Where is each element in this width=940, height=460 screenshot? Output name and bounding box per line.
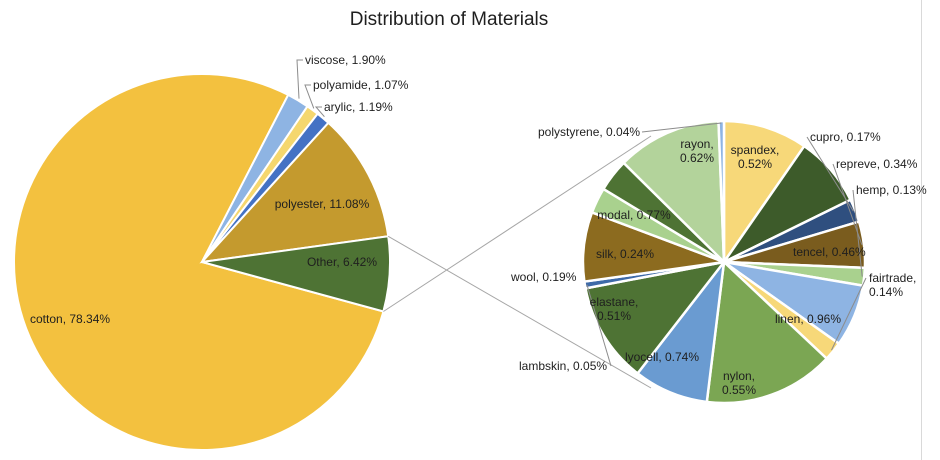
leader-line-hemp xyxy=(852,189,863,277)
other-slice-modal xyxy=(621,119,726,266)
data-label-nylon: nylon, 0.55% xyxy=(722,369,756,397)
data-label-other: Other, 6.42% xyxy=(307,255,377,269)
data-label-fairtrade: fairtrade, 0.14% xyxy=(869,271,916,299)
other-slice-lyocell xyxy=(584,260,728,376)
data-label-wool: wool, 0.19% xyxy=(510,270,577,284)
data-label-lambskin: lambskin, 0.05% xyxy=(519,359,607,373)
connector-line-top xyxy=(383,135,652,312)
main-slice-cotton xyxy=(13,73,385,451)
data-label-cotton: cotton, 78.34% xyxy=(30,312,110,326)
leader-line-fairtrade xyxy=(831,277,867,351)
leader-line-arylic xyxy=(314,106,325,118)
other-slice-rayon xyxy=(722,119,807,266)
connector-line-bottom xyxy=(387,235,652,389)
window-edge-divider xyxy=(921,0,922,460)
data-label-arylic: arylic, 1.19% xyxy=(324,100,393,114)
data-label-viscose: viscose, 1.90% xyxy=(305,53,386,67)
data-label-rayon: rayon, 0.62% xyxy=(680,137,714,165)
data-label-polyamide: polyamide, 1.07% xyxy=(313,78,409,92)
data-label-elastane: elastane, 0.51% xyxy=(590,295,639,323)
data-label-cupro: cupro, 0.17% xyxy=(810,130,881,144)
data-label-polyester: polyester, 11.08% xyxy=(275,197,370,211)
main-slice-polyester xyxy=(199,121,390,264)
chart-title: Distribution of Materials xyxy=(349,9,549,30)
other-slice-linen xyxy=(705,259,829,405)
data-label-modal: modal, 0.77% xyxy=(597,208,671,222)
leader-line-viscose xyxy=(296,59,303,99)
leader-line-lambskin xyxy=(586,284,612,367)
data-label-spandex: spandex, 0.52% xyxy=(731,143,780,171)
data-label-lyocell: lyocell, 0.74% xyxy=(625,350,699,364)
data-label-hemp: hemp, 0.13% xyxy=(856,183,927,197)
leader-line-polyamide xyxy=(304,84,315,109)
data-label-tencel: tencel, 0.46% xyxy=(793,245,866,259)
data-label-linen: linen, 0.96% xyxy=(775,312,841,326)
data-label-silk: silk, 0.24% xyxy=(596,247,654,261)
leader-line-polystyrene xyxy=(641,122,722,133)
data-label-repreve: repreve, 0.34% xyxy=(836,157,918,171)
other-slice-polystyrene xyxy=(717,119,726,263)
data-label-polystyrene: polystyrene, 0.04% xyxy=(538,125,640,139)
